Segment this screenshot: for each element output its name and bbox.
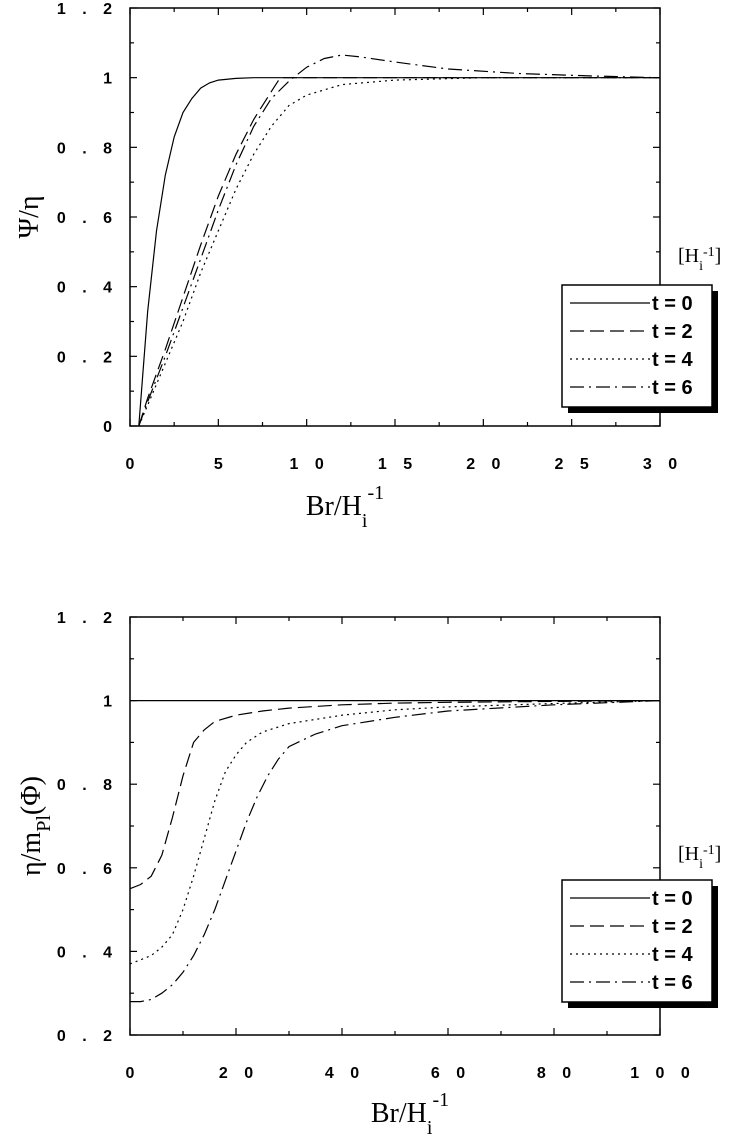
bottom-y-tick-label: 0 . 6	[57, 861, 118, 878]
bottom-y-tick-label: 0 . 4	[57, 944, 118, 961]
top-y-axis-title: Ψ/η	[14, 195, 45, 238]
top-y-tick-label: 0 . 2	[57, 349, 118, 366]
bottom-series-line-t2	[129, 699, 661, 890]
top-x-tick-label: 1 0	[290, 456, 330, 473]
top-series-line-t2	[138, 77, 660, 427]
top-x-tick-label: 2 5	[555, 456, 595, 473]
top-y-tick-label: 0 . 8	[57, 140, 118, 157]
bottom-x-tick-label: 6 0	[431, 1065, 471, 1082]
bottom-series	[129, 699, 661, 1003]
top-legend-box	[561, 284, 713, 408]
top-x-tick-label: 0	[126, 456, 141, 473]
top-x-tick-label: 5	[214, 456, 229, 473]
top-legend-label: t = 6	[652, 377, 693, 399]
top-y-tick-label: 1	[103, 71, 118, 88]
bottom-legend-label: t = 4	[652, 944, 693, 966]
top-legend: t = 0 t = 2 t = 4 t = 6	[561, 284, 718, 413]
bottom-panel: 0 2 0 4 0 6 0 8 0 1 0 0 0 . 2 0 . 4 0 . 6 0 . 8 1 1…	[16, 610, 721, 1139]
top-x-tick-label: 2 0	[466, 456, 506, 473]
top-legend-label: t = 0	[652, 293, 693, 315]
bottom-x-tick-label: 4 0	[325, 1065, 365, 1082]
top-x-tick-label: 3 0	[643, 456, 683, 473]
bottom-unit-label: [Hi-1]	[678, 843, 721, 872]
top-unit-label: [Hi-1]	[678, 245, 721, 274]
bottom-legend-label: t = 0	[652, 888, 693, 910]
bottom-x-tick-label: 0	[126, 1065, 141, 1082]
top-y-tick-label: 1 . 2	[57, 1, 118, 18]
bottom-y-axis-title: η/mPl(Φ)	[16, 776, 55, 876]
top-x-tick-label: 1 5	[378, 456, 418, 473]
top-panel: 0 5 1 0 1 5 2 0 2 5 3 0 0 0 . 2 0 . 4 0 . 6 0 . 8 1 1…	[14, 1, 721, 532]
bottom-legend: t = 0 t = 2 t = 4 t = 6	[561, 879, 718, 1008]
bottom-x-tick-label: 1 0 0	[630, 1065, 696, 1082]
top-y-tick-label: 0	[103, 419, 118, 436]
top-series	[138, 54, 661, 427]
bottom-legend-box	[561, 879, 713, 1003]
top-x-axis-title: Br/Hi-1	[306, 482, 384, 532]
top-y-tick-label: 0 . 6	[57, 210, 118, 227]
top-series-line-t4	[138, 77, 660, 427]
bottom-tick-labels: 0 2 0 4 0 6 0 8 0 1 0 0 0 . 2 0 . 4 0 . 6 0 . 8 1 1…	[57, 610, 696, 1082]
top-legend-label: t = 4	[652, 349, 693, 371]
bottom-legend-label: t = 6	[652, 972, 693, 994]
top-legend-label: t = 2	[652, 321, 693, 343]
bottom-x-axis-title: Br/Hi-1	[371, 1089, 449, 1139]
bottom-y-tick-label: 1 . 2	[57, 610, 118, 627]
bottom-y-tick-label: 0 . 8	[57, 777, 118, 794]
bottom-x-tick-label: 8 0	[537, 1065, 577, 1082]
top-tick-labels: 0 5 1 0 1 5 2 0 2 5 3 0 0 0 . 2 0 . 4 0 . 6 0 . 8 1 1…	[57, 1, 683, 473]
bottom-series-line-t6	[130, 700, 661, 1003]
bottom-y-tick-label: 0 . 2	[57, 1028, 118, 1045]
bottom-x-tick-label: 2 0	[219, 1065, 259, 1082]
bottom-legend-label: t = 2	[652, 916, 693, 938]
bottom-y-tick-label: 1	[103, 694, 118, 711]
top-ticks	[129, 7, 661, 427]
top-y-tick-label: 0 . 4	[57, 280, 118, 297]
bottom-series-line-t4	[129, 700, 661, 965]
